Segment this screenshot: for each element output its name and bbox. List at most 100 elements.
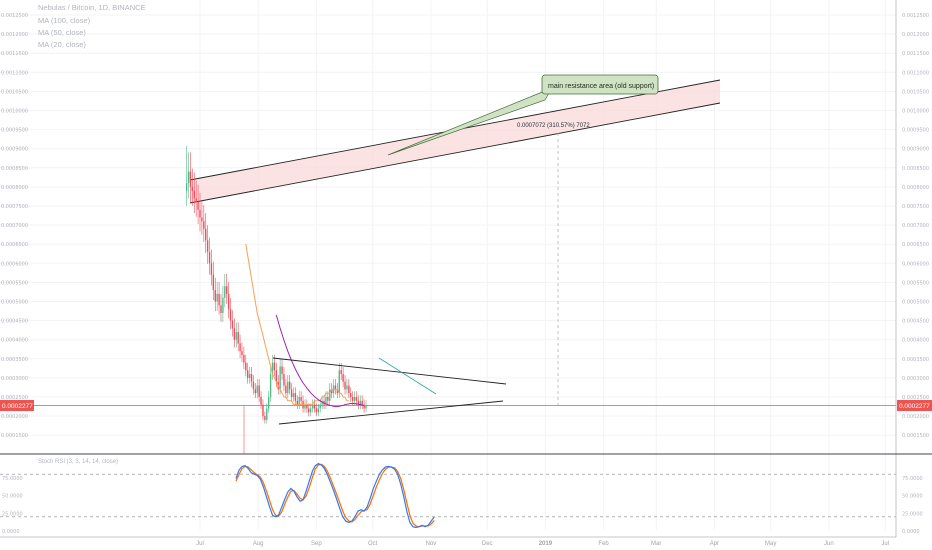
y-tick-label-left: 0.0006500: [1, 242, 28, 248]
candle: [212, 274, 215, 291]
candle: [351, 397, 354, 401]
stoch-tick-label-left: 0.0000: [2, 529, 20, 535]
candle: [229, 309, 232, 321]
y-tick-label-left: 0.0009000: [1, 147, 28, 153]
candle: [363, 404, 365, 409]
triangle-lower: [278, 400, 504, 425]
x-tick-label: Feb: [598, 541, 609, 547]
y-tick-label: 0.0009000: [902, 147, 929, 153]
annotation[interactable]: main resistance area (old support): [387, 74, 659, 156]
indicator-label[interactable]: Stoch RSI (3, 3, 14, 14, close): [38, 459, 119, 465]
candle: [271, 362, 274, 375]
candle: [281, 366, 283, 375]
candle: [195, 198, 197, 203]
candle: [365, 405, 367, 409]
y-tick-label-left: 0.0001500: [1, 433, 28, 439]
candle: [189, 171, 192, 187]
candle: [243, 354, 245, 363]
y-tick-label: 0.0011500: [902, 51, 929, 57]
candle: [208, 251, 211, 264]
y-tick-label-left: 0.0010000: [1, 109, 28, 115]
legend-ma100[interactable]: MA (100, close): [38, 16, 91, 25]
candle: [266, 408, 268, 420]
candle: [269, 374, 272, 397]
y-tick-label-left: 0.0009500: [1, 128, 28, 134]
candle: [315, 408, 318, 413]
y-tick-label-left: 0.0002500: [1, 395, 28, 401]
price-line: 0.0002277 0.0002277: [0, 400, 932, 454]
y-tick-label: 0.0012500: [902, 13, 929, 19]
candle: [359, 400, 361, 405]
legend-ma50[interactable]: MA (50, close): [38, 28, 86, 37]
candle: [264, 416, 266, 420]
y-tick-label: 0.0008000: [902, 185, 929, 191]
trendlines: [272, 357, 507, 425]
candle: [357, 400, 360, 405]
y-tick-label: 0.0005500: [902, 280, 929, 286]
candle: [214, 290, 216, 302]
candle: [193, 190, 195, 199]
candle: [313, 404, 316, 409]
candle: [206, 240, 209, 252]
x-tick-label: Apr: [710, 541, 719, 547]
candle: [325, 397, 327, 405]
y-tick-label-left: 0.0005000: [1, 300, 28, 306]
y-tick-label: 0.0001500: [902, 433, 929, 439]
y-tick-label: 0.0006000: [902, 261, 929, 267]
y-tick-label-left: 0.0011000: [1, 70, 28, 76]
candle: [216, 293, 218, 302]
candle: [327, 397, 329, 401]
moving-averages: [245, 244, 365, 408]
candle: [201, 217, 203, 222]
y-tick-label: 0.0004000: [902, 338, 929, 344]
y-tick-label: 0.0003500: [902, 357, 929, 363]
candle: [262, 404, 264, 417]
y-tick-label: 0.0008500: [902, 166, 929, 172]
candle: [321, 400, 323, 405]
price-tag-left: [0, 400, 34, 412]
candle: [319, 404, 321, 409]
candle: [294, 393, 297, 401]
candle: [241, 351, 243, 355]
y-tick-label: 0.0010500: [902, 89, 929, 95]
zone-lower-line: [189, 102, 721, 204]
short-trend: [378, 357, 437, 395]
price-tag-label-left: 0.0002277: [2, 403, 33, 410]
candle: [275, 370, 278, 382]
candle: [254, 389, 257, 394]
candle: [231, 320, 234, 329]
candle: [311, 404, 314, 409]
x-tick-label: Jul: [881, 541, 889, 547]
candle: [205, 228, 207, 241]
candle: [247, 370, 249, 378]
candle: [210, 263, 213, 275]
y-tick-label: 0.0007500: [902, 204, 929, 210]
x-tick-label: Jun: [824, 541, 834, 547]
candle: [197, 202, 199, 210]
candle: [248, 374, 251, 378]
candle: [258, 385, 260, 397]
candle: [285, 385, 287, 394]
y-tick-label-left: 0.0004000: [1, 338, 28, 344]
x-tick-label: Mar: [651, 541, 661, 547]
candle: [300, 397, 302, 401]
legend-ma20[interactable]: MA (20, close): [38, 40, 86, 49]
y-tick-label-left: 0.0007000: [1, 223, 28, 229]
y-tick-label-left: 0.0012500: [1, 13, 28, 19]
candle: [220, 305, 222, 313]
stoch-tick-label-left: 50.0000: [2, 494, 23, 500]
candle: [187, 171, 190, 184]
ma-100-line: [275, 314, 365, 408]
x-tick-label: Sep: [311, 541, 322, 547]
candle: [317, 408, 320, 413]
x-tick-label: Dec: [482, 541, 493, 547]
legend-symbol: Nebulas / Bitcoin, 1D, BINANCE: [38, 3, 146, 12]
candle: [338, 370, 340, 394]
callout-text: main resistance area (old support): [548, 83, 654, 90]
resistance-zone: [189, 79, 721, 204]
candle: [233, 328, 236, 340]
candle: [191, 186, 194, 191]
stoch-k-line: [235, 462, 435, 529]
candle: [344, 381, 346, 390]
